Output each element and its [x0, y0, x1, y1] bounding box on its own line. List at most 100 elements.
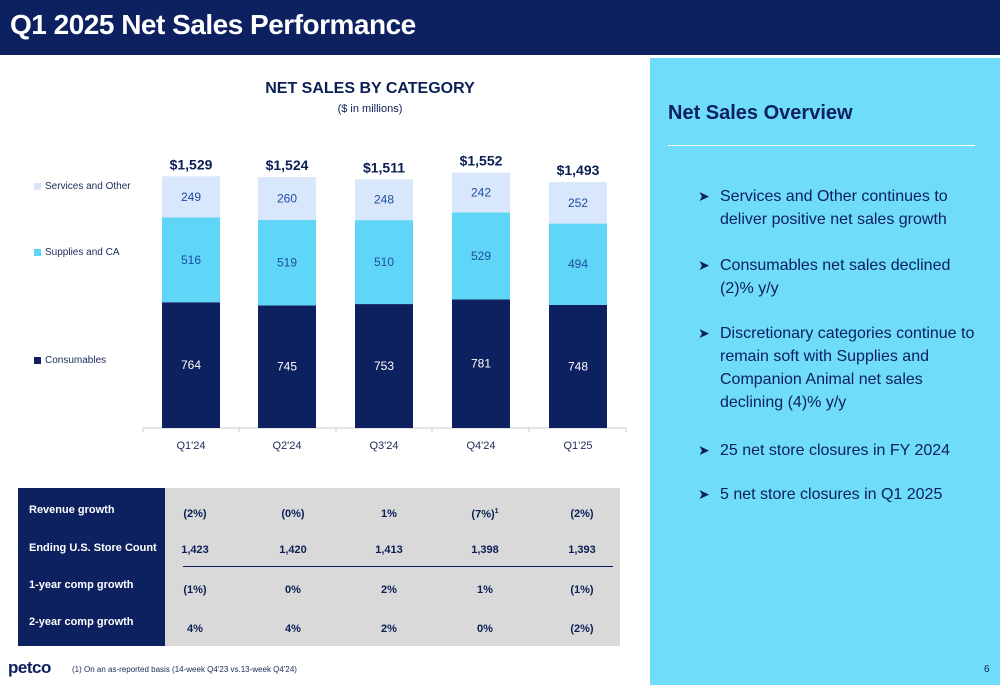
bullet-text: 25 net store closures in FY 2024	[720, 442, 951, 459]
metric-cell: 4%	[187, 623, 203, 635]
metric-label: Revenue growth	[29, 504, 115, 516]
x-tick-label: Q3'24	[369, 440, 398, 452]
bar-segment	[355, 304, 413, 428]
metric-cell: 1,398	[471, 544, 499, 556]
bar-segment	[452, 172, 510, 213]
overview-bullet: ➤ 25 net store closures in FY 2024	[698, 439, 978, 462]
metrics-divider	[183, 566, 613, 567]
overview-bullet: ➤ Consumables net sales declined (2)% y/…	[698, 254, 978, 300]
overview-bullet: ➤ 5 net store closures in Q1 2025	[698, 483, 978, 506]
legend-item-supplies: Supplies and CA	[34, 247, 120, 258]
total-label: $1,524	[266, 157, 309, 173]
metric-cell: 1,420	[279, 544, 307, 556]
legend-label: Consumables	[45, 355, 107, 366]
bar-segment	[355, 220, 413, 305]
data-label: 249	[181, 190, 201, 204]
legend-swatch	[34, 249, 41, 256]
data-label: 529	[471, 249, 491, 263]
metric-cell: 1,413	[375, 544, 403, 556]
bar-segment	[549, 223, 607, 305]
metric-cell: (2%)	[570, 508, 594, 520]
petco-logo: petco	[8, 658, 51, 677]
x-tick-label: Q1'25	[563, 440, 592, 452]
data-label: 510	[374, 255, 394, 269]
metric-label: 1-year comp growth	[29, 579, 134, 591]
legend-label: Supplies and CA	[45, 247, 120, 258]
legend-swatch	[34, 183, 41, 190]
overview-bullet: ➤ Discretionary categories continue to r…	[698, 322, 978, 414]
net-sales-chart: 764 516 249 $1,529 Q1'24 745 519 260 $1,524 Q2'24…	[142, 153, 627, 452]
data-label: 519	[277, 256, 297, 270]
arrow-bullet-icon: ➤	[698, 257, 710, 273]
metric-cell: 1%	[381, 508, 397, 520]
data-label: 252	[568, 196, 588, 210]
arrow-bullet-icon: ➤	[698, 442, 710, 458]
metric-label: Ending U.S. Store Count	[29, 542, 157, 554]
metric-cell: (1%)	[183, 584, 207, 596]
arrow-bullet-icon: ➤	[698, 188, 710, 204]
overview-title: Net Sales Overview	[668, 102, 853, 124]
bar-segment	[258, 219, 316, 306]
bullet-text: 5 net store closures in Q1 2025	[720, 486, 943, 503]
data-label: 242	[471, 185, 491, 199]
bullet-text: Consumables net sales declined (2)% y/y	[720, 257, 951, 297]
overview-bullet: ➤ Services and Other continues to delive…	[698, 185, 978, 231]
bar-segment	[162, 217, 220, 303]
metric-value: (7%)	[471, 508, 495, 521]
header-bar: Q1 2025 Net Sales Performance	[0, 0, 1000, 55]
metric-cell: 1,393	[568, 544, 596, 556]
data-label: 764	[181, 358, 201, 372]
legend-swatch	[34, 357, 41, 364]
bullet-text: Discretionary categories continue to rem…	[720, 325, 975, 411]
data-label: 260	[277, 192, 297, 206]
data-label: 248	[374, 193, 394, 207]
footnote: (1) On an as-reported basis (14-week Q4'…	[72, 665, 297, 674]
net-sales-overview-panel: Net Sales Overview ➤ Services and Other …	[650, 58, 1000, 685]
data-label: 781	[471, 357, 491, 371]
total-label: $1,493	[557, 162, 600, 178]
chart-subtitle: ($ in millions)	[337, 103, 403, 115]
total-label: $1,552	[460, 153, 503, 169]
bar-segment	[162, 176, 220, 218]
page-title: Q1 2025 Net Sales Performance	[10, 9, 416, 40]
data-label: 748	[568, 359, 588, 373]
metric-cell: 2%	[381, 584, 397, 596]
arrow-bullet-icon: ➤	[698, 325, 710, 341]
overview-divider	[668, 145, 975, 146]
x-tick-label: Q4'24	[466, 440, 495, 452]
metric-cell: 4%	[285, 623, 301, 635]
chart-title: NET SALES BY CATEGORY	[265, 80, 475, 97]
metric-label: 2-year comp growth	[29, 616, 134, 628]
metric-cell: (2%)	[183, 508, 207, 520]
bar-segment	[258, 305, 316, 428]
metric-cell: 1,423	[181, 544, 209, 556]
bar-segment	[452, 299, 510, 428]
metrics-label-column: Revenue growth Ending U.S. Store Count 1…	[18, 488, 165, 646]
metric-cell: 0%	[285, 584, 301, 596]
arrow-bullet-icon: ➤	[698, 486, 710, 502]
page-number: 6	[984, 664, 990, 675]
x-tick-label: Q2'24	[272, 440, 301, 452]
data-label: 745	[277, 360, 297, 374]
bar-segment	[355, 179, 413, 221]
metric-cell: (0%)	[281, 508, 305, 520]
bar-segment	[162, 302, 220, 428]
bar-segment	[452, 212, 510, 300]
total-label: $1,511	[363, 159, 405, 175]
metric-cell: (2%)	[570, 623, 594, 635]
bullet-text: Services and Other continues to deliver …	[720, 188, 948, 228]
bar-segment	[549, 304, 607, 428]
metric-cell: 0%	[477, 623, 493, 635]
legend-label: Services and Other	[45, 181, 131, 192]
metrics-table: Revenue growth Ending U.S. Store Count 1…	[18, 488, 620, 646]
data-label: 516	[181, 253, 201, 267]
legend-item-consumables: Consumables	[34, 355, 106, 366]
data-label: 753	[374, 359, 394, 373]
footnote-mark: 1	[494, 508, 499, 515]
bar-segment	[258, 177, 316, 220]
legend-item-services: Services and Other	[34, 181, 131, 192]
x-tick-label: Q1'24	[176, 440, 205, 452]
data-label: 494	[568, 257, 588, 271]
metric-cell: 1%	[477, 584, 493, 596]
total-label: $1,529	[170, 156, 213, 172]
